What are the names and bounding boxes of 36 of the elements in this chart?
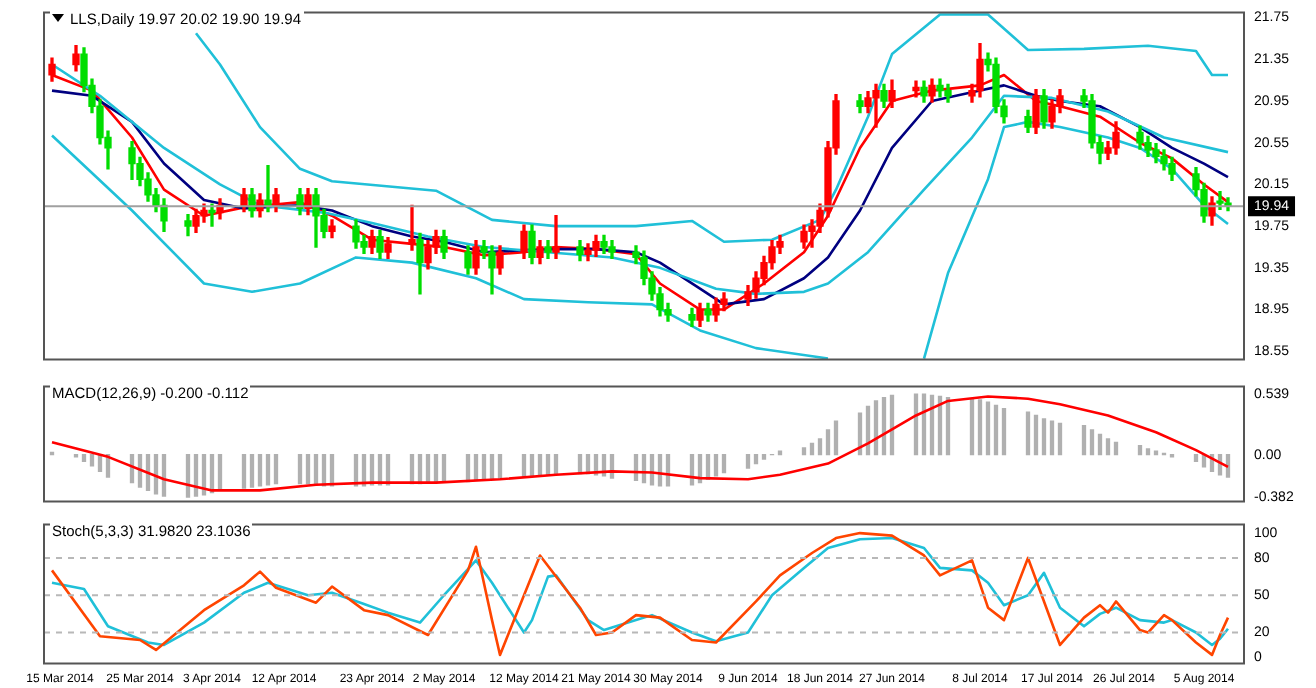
bar bbox=[273, 453, 279, 485]
bar bbox=[745, 453, 751, 469]
bar bbox=[1033, 414, 1039, 456]
bar bbox=[1057, 422, 1063, 456]
bar bbox=[1049, 420, 1055, 456]
bar bbox=[241, 453, 247, 489]
bar bbox=[713, 453, 719, 477]
bar bbox=[1137, 445, 1143, 456]
bar bbox=[833, 420, 839, 456]
bar bbox=[985, 401, 991, 456]
bar bbox=[753, 453, 759, 465]
bar bbox=[761, 453, 767, 460]
bar bbox=[801, 447, 807, 456]
bar bbox=[297, 453, 303, 485]
bar bbox=[497, 453, 503, 479]
bar bbox=[249, 453, 255, 488]
bar bbox=[977, 399, 983, 456]
bar bbox=[1145, 448, 1151, 456]
bar bbox=[257, 453, 263, 487]
bar bbox=[305, 453, 311, 485]
bar bbox=[1105, 438, 1111, 456]
bar bbox=[1089, 429, 1095, 456]
bar bbox=[825, 429, 831, 456]
bar bbox=[1081, 424, 1087, 456]
bar bbox=[969, 398, 975, 456]
bar bbox=[1001, 408, 1007, 456]
bar bbox=[81, 453, 87, 462]
bar bbox=[265, 453, 271, 486]
bar bbox=[1025, 411, 1031, 456]
bar bbox=[1193, 453, 1199, 462]
bar bbox=[1041, 418, 1047, 456]
bar bbox=[817, 438, 823, 456]
bar bbox=[993, 404, 999, 456]
bar bbox=[1097, 433, 1103, 456]
bar bbox=[537, 453, 543, 476]
bar bbox=[721, 453, 727, 474]
